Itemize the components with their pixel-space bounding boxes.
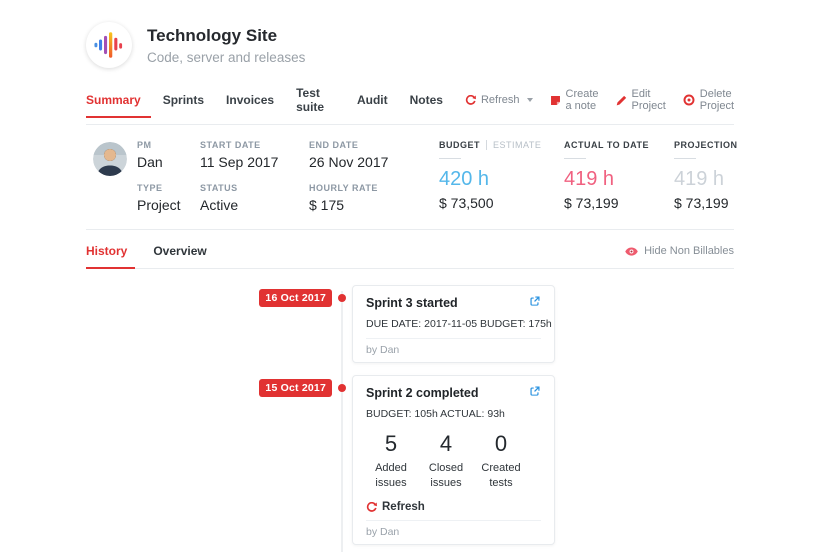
stat-divider [439,158,461,159]
actual-money: $ 73,199 [564,195,619,211]
field-type: TYPE Project [137,183,181,213]
stat-budget-estimate-label[interactable]: ESTIMATE [486,140,541,150]
tab-sprints[interactable]: Sprints [162,93,205,107]
project-info-section: PM Dan START DATE 11 Sep 2017 END DATE 2… [86,125,737,230]
event-title: Sprint 2 completed [366,386,479,400]
chevron-down-icon [526,98,533,102]
field-pm: PM Dan [137,140,163,170]
timeline-dot [338,384,346,392]
field-status: STATUS Active [200,183,239,213]
summary-sub-tab-bar: History Overview Hide Non Billables [86,230,734,269]
tab-test-suite[interactable]: Test suite [296,86,325,114]
eye-icon [625,246,638,256]
main-tab-bar: Summary Sprints Invoices Test suite Audi… [86,82,734,125]
stat-created-tests: 0 Created tests [481,431,521,490]
stat-budget: BUDGET ESTIMATE 420 h $ 73,500 [439,140,564,213]
field-end-date: END DATE 26 Nov 2017 [309,140,389,170]
timeline-dot [338,294,346,302]
refresh-button[interactable]: Refresh [465,94,533,106]
refresh-icon [465,94,476,106]
equalizer-bars-icon [89,25,129,65]
timeline-entry: 16 Oct 2017 Sprint 3 started DUE DATE: 2… [86,285,734,363]
projection-hours: 419 h [674,168,725,190]
field-hourly-rate: HOURLY RATE $ 175 [309,183,378,213]
stat-added-issues: 5 Added issues [375,431,407,490]
timeline-date-badge: 15 Oct 2017 [259,379,332,397]
page-subtitle: Code, server and releases [147,49,306,65]
stat-divider [564,158,586,159]
stat-divider [674,158,696,159]
projection-money: $ 73,199 [674,195,729,211]
create-note-button[interactable]: Create a note [550,88,599,112]
pm-avatar [93,142,127,176]
edit-project-button[interactable]: Edit Project [616,88,666,112]
project-titles: Technology Site Code, server and release… [147,26,305,65]
project-fields: PM Dan START DATE 11 Sep 2017 END DATE 2… [137,140,439,213]
subtab-overview[interactable]: Overview [153,244,207,258]
event-title: Sprint 3 started [366,296,458,310]
stat-closed-issues: 4 Closed issues [428,431,464,490]
tab-audit[interactable]: Audit [356,93,388,107]
sprint-stats: 5 Added issues 4 Closed issues 0 Created… [367,433,541,491]
note-icon [550,95,561,106]
subtab-history[interactable]: History [86,244,136,269]
page-title: Technology Site [147,25,278,45]
event-detail: DUE DATE: 2017-11-05 BUDGET: 175h [366,318,552,330]
timeline-entry: 15 Oct 2017 Sprint 2 completed BUDGET: 1… [86,375,734,545]
history-timeline: 16 Oct 2017 Sprint 3 started DUE DATE: 2… [86,269,734,552]
external-link-icon[interactable] [528,385,541,398]
stat-projection: PROJECTION 419 h $ 73,199 [674,140,758,213]
tab-invoices[interactable]: Invoices [226,93,275,107]
pencil-icon [616,95,627,106]
card-refresh-button[interactable]: Refresh [366,501,541,513]
actual-hours: 419 h [564,168,615,190]
budget-money: $ 73,500 [439,195,494,211]
project-logo [86,22,132,68]
project-header: Technology Site Code, server and release… [86,0,734,68]
field-start-date: START DATE 11 Sep 2017 [200,140,279,170]
stat-actual-to-date: ACTUAL TO DATE 419 h $ 73,199 [564,140,674,213]
project-actions: Refresh Create a note Edit P [465,88,734,112]
page: Technology Site Code, server and release… [86,0,737,552]
timeline-date-badge: 16 Oct 2017 [259,289,332,307]
delete-icon [683,94,695,106]
tab-notes[interactable]: Notes [409,93,443,107]
external-link-icon[interactable] [528,295,541,308]
budget-hours: 420 h [439,168,490,190]
refresh-icon [366,501,377,513]
hide-non-billables-toggle[interactable]: Hide Non Billables [625,245,734,257]
event-detail: BUDGET: 105h ACTUAL: 93h [366,408,505,420]
event-author: by Dan [366,338,541,362]
event-author: by Dan [366,520,541,544]
delete-project-button[interactable]: Delete Project [683,88,734,112]
event-card-sprint-3-started: Sprint 3 started DUE DATE: 2017-11-05 BU… [352,285,555,363]
event-card-sprint-2-completed: Sprint 2 completed BUDGET: 105h ACTUAL: … [352,375,555,545]
budget-stats: BUDGET ESTIMATE 420 h $ 73,500 ACTUAL TO… [439,140,758,213]
tab-summary[interactable]: Summary [86,93,151,118]
